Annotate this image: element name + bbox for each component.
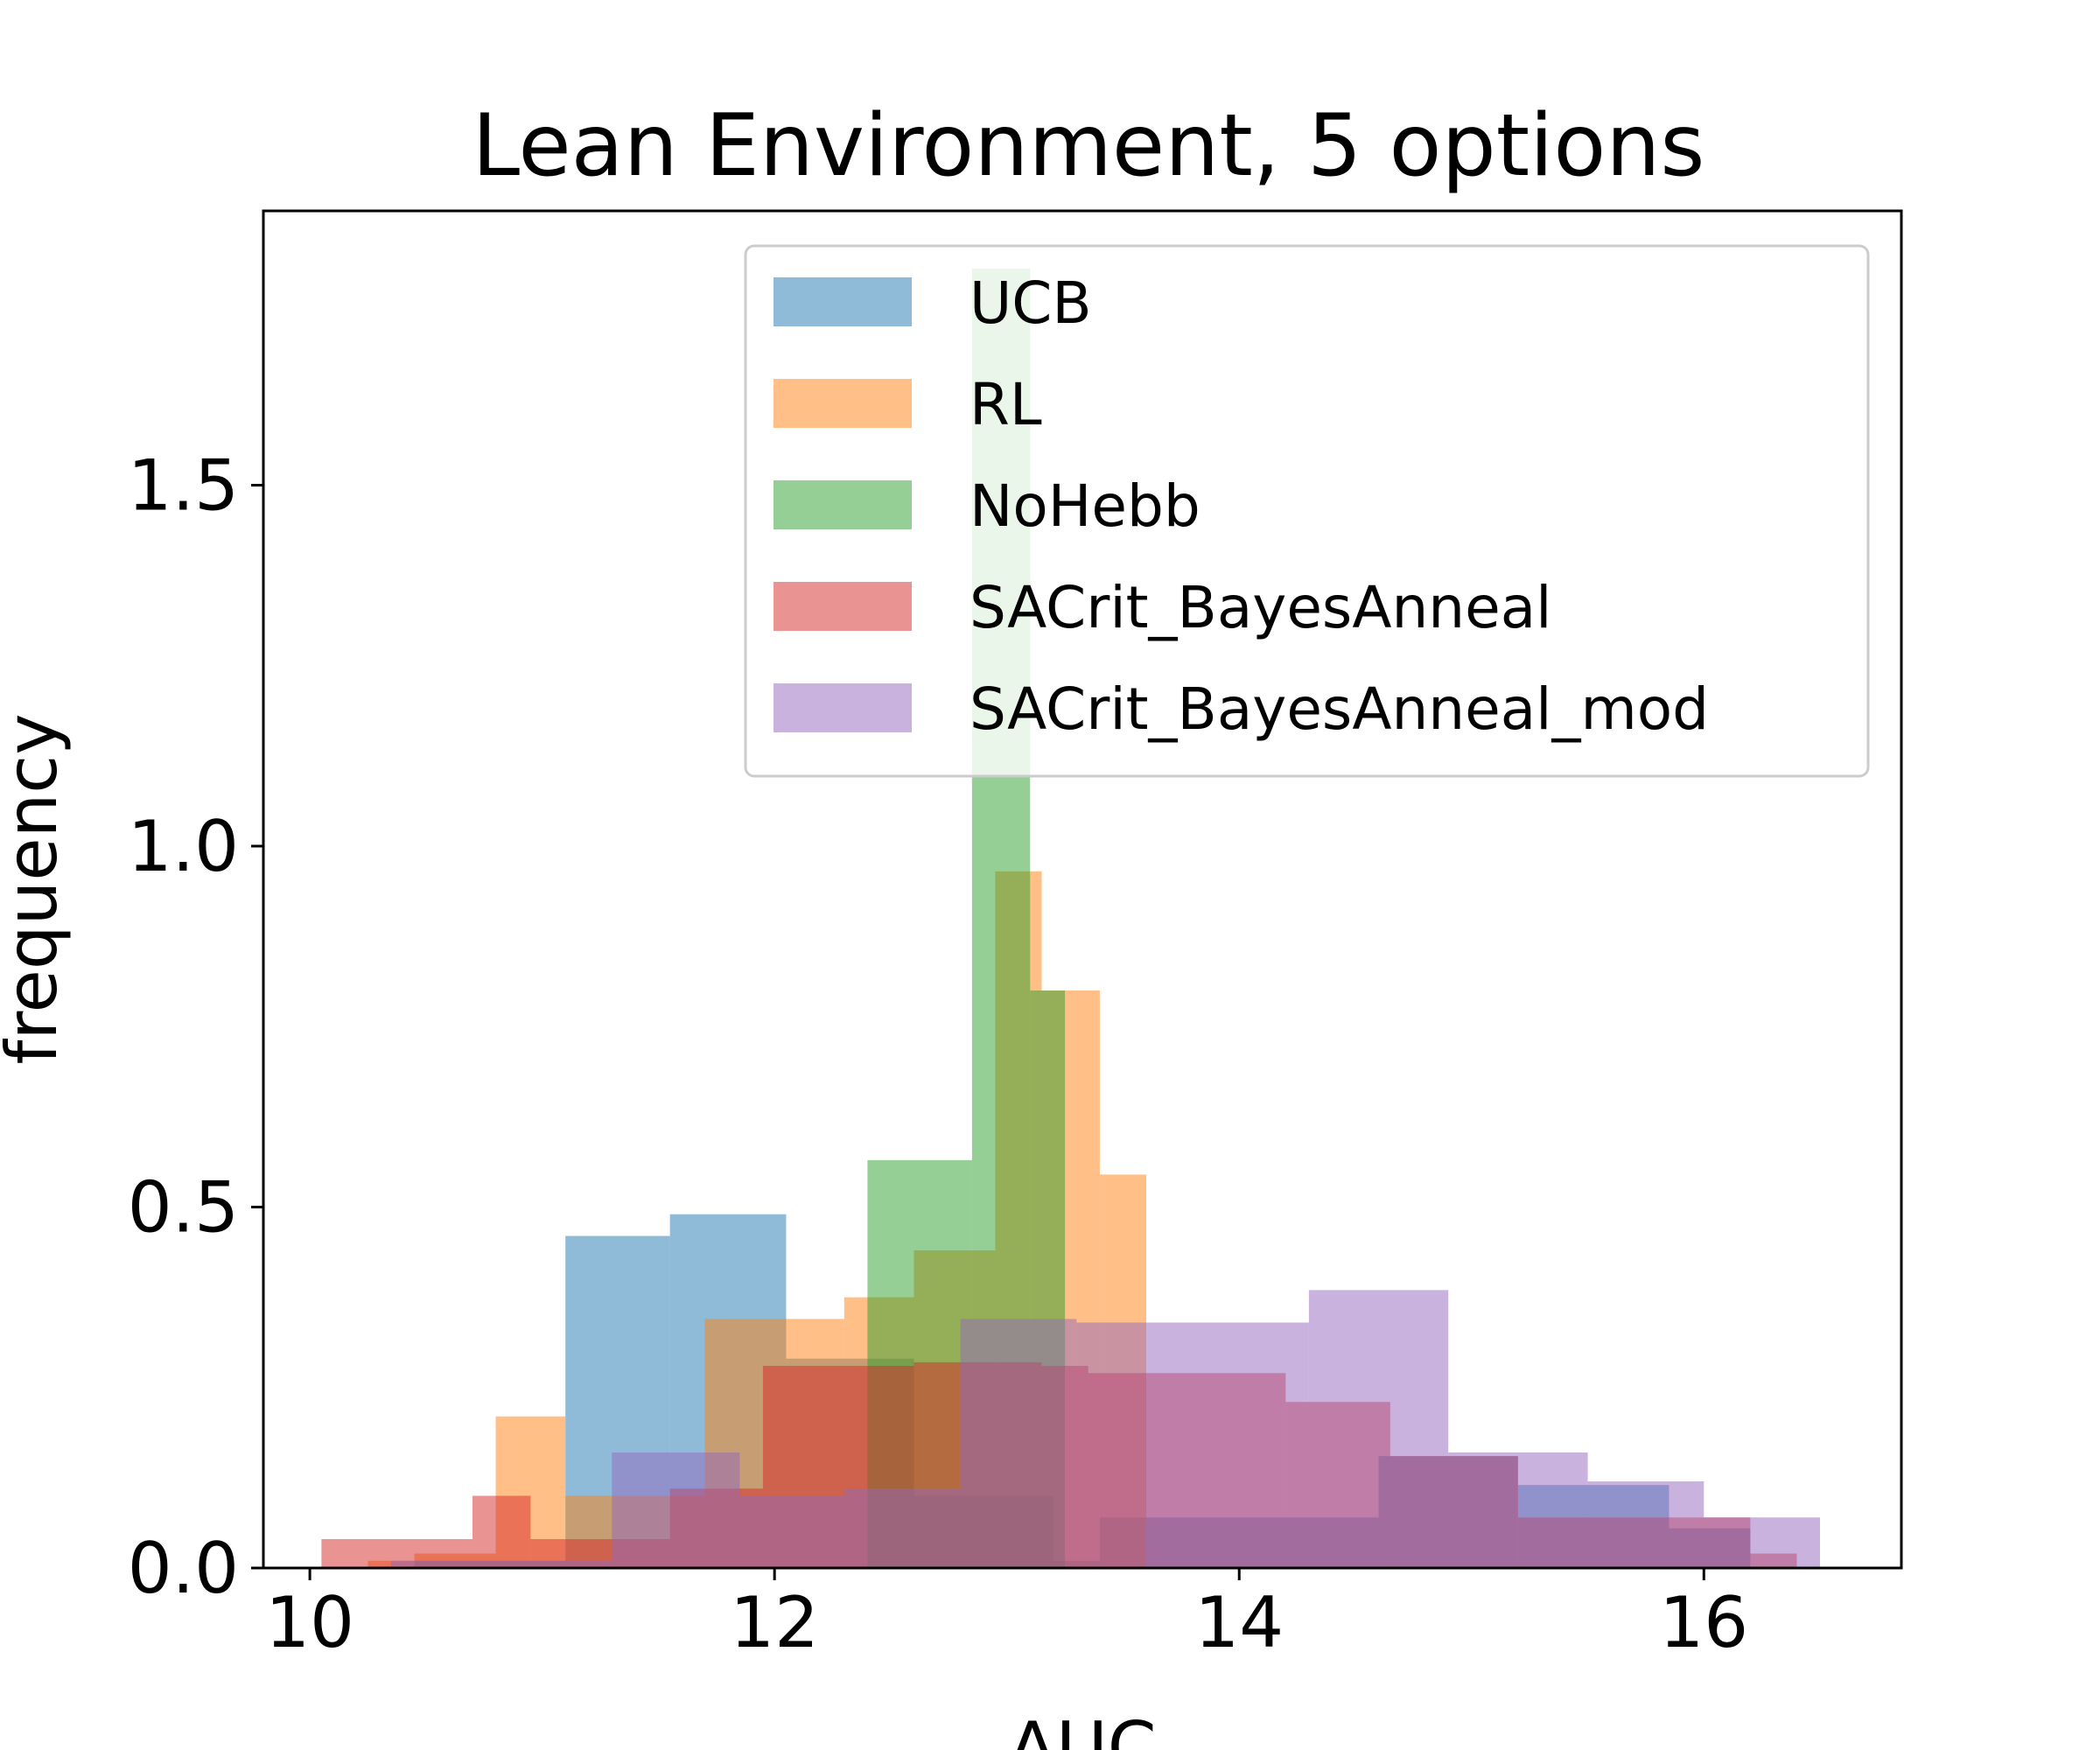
bar	[391, 1560, 496, 1568]
legend-swatch	[774, 683, 912, 732]
legend-frame	[744, 244, 1870, 778]
series-sacrit-bayesanneal-mod	[391, 1290, 1821, 1568]
y-axis-label: frequency	[0, 713, 73, 1064]
x-axis-label: AUC	[1008, 1707, 1156, 1750]
legend-swatch	[774, 277, 912, 326]
bar	[1308, 1290, 1449, 1568]
bar	[739, 1495, 844, 1568]
y-ticks: 0.0 0.5 1.0 1.5	[128, 445, 263, 1609]
bar	[844, 1488, 961, 1568]
x-tick-label: 16	[1659, 1582, 1748, 1663]
bar	[612, 1452, 740, 1568]
x-tick-label: 12	[730, 1582, 819, 1663]
y-tick-label: 0.5	[128, 1167, 239, 1249]
bar	[495, 1560, 612, 1568]
x-ticks: 10 12 14 16	[265, 1568, 1748, 1663]
chart-title: Lean Environment, 5 options	[472, 96, 1705, 196]
plot-frame	[262, 209, 1903, 1570]
bar	[1704, 1517, 1821, 1568]
x-tick-label: 10	[265, 1582, 354, 1663]
x-tick-label: 14	[1194, 1582, 1284, 1663]
legend-label: RL	[970, 371, 1042, 438]
bar	[1448, 1452, 1588, 1568]
legend: UCB RL NoHebb SACrit_BayesAnneal SACrit_Baye…	[744, 244, 1870, 778]
legend-swatch	[774, 582, 912, 631]
legend-label: NoHebb	[970, 472, 1200, 540]
bar	[1076, 1322, 1309, 1568]
bar	[960, 1319, 1077, 1568]
legend-swatch	[774, 379, 912, 428]
y-tick-label: 1.0	[128, 806, 239, 887]
legend-label: SACrit_BayesAnneal	[970, 574, 1552, 641]
bar	[472, 1495, 531, 1568]
legend-swatch	[774, 480, 912, 529]
y-tick-label: 0.0	[128, 1528, 239, 1609]
bars-layer	[321, 269, 1821, 1568]
y-tick-label: 1.5	[128, 445, 239, 527]
legend-label: SACrit_BayesAnneal_mod	[970, 676, 1709, 743]
bar	[1587, 1481, 1704, 1568]
legend-label: UCB	[970, 270, 1092, 337]
